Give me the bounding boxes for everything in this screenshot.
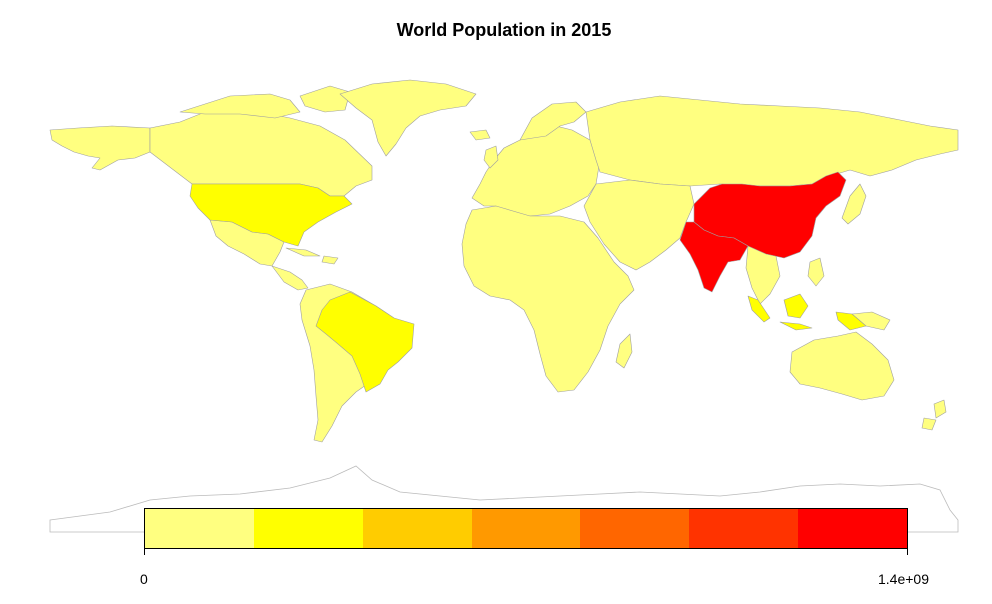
- region-borneo-java: [783, 293, 809, 319]
- region-europe: [471, 125, 601, 217]
- region-philippines: [807, 257, 825, 287]
- region-hispaniola: [321, 255, 339, 265]
- region-madagascar: [615, 333, 633, 369]
- legend-swatch-6: [689, 509, 799, 548]
- region-brazil: [315, 291, 415, 393]
- region-middle-east: [583, 179, 695, 271]
- color-legend: [144, 508, 908, 549]
- region-new-zealand-south: [921, 417, 937, 431]
- region-uk: [483, 145, 499, 169]
- legend-swatch-7: [798, 509, 908, 548]
- region-africa: [461, 205, 635, 393]
- region-central-america: [271, 265, 309, 291]
- map-title: World Population in 2015: [396, 20, 612, 40]
- region-united-states: [189, 183, 353, 247]
- legend-min-tick: [144, 549, 145, 555]
- region-new-zealand: [933, 399, 947, 419]
- region-sumatra: [747, 295, 771, 323]
- region-canada: [149, 107, 373, 197]
- region-greenland: [339, 79, 477, 157]
- region-cuba: [285, 247, 321, 257]
- region-alaska: [49, 125, 151, 171]
- legend-max-tick: [907, 549, 908, 555]
- region-west-papua: [835, 311, 867, 331]
- region-japan: [841, 183, 867, 225]
- legend-min-label: 0: [140, 571, 148, 587]
- region-baffin: [299, 85, 351, 113]
- legend-swatch-3: [362, 509, 472, 548]
- region-arctic-islands: [179, 93, 301, 119]
- legend-swatch-1: [145, 509, 254, 548]
- legend-max-label: 1.4e+09: [878, 571, 929, 587]
- region-russia: [585, 95, 959, 187]
- legend-swatch-5: [580, 509, 690, 548]
- region-iceland: [469, 129, 491, 141]
- region-australia: [789, 331, 895, 401]
- legend-swatch-2: [253, 509, 363, 548]
- legend-swatch-4: [471, 509, 581, 548]
- region-sulawesi: [779, 321, 813, 331]
- region-india: [679, 221, 749, 293]
